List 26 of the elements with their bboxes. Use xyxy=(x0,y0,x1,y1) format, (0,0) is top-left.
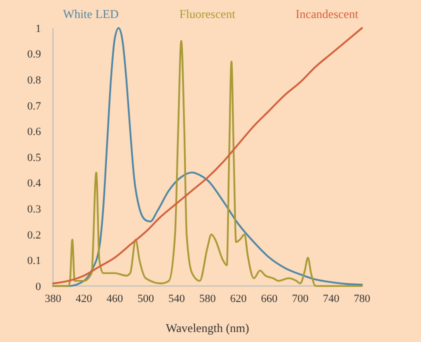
y-tick-label: 0.4 xyxy=(27,178,42,190)
x-tick-label: 740 xyxy=(322,293,340,305)
x-tick-label: 540 xyxy=(168,293,186,305)
y-tick-label: 0.7 xyxy=(27,100,42,112)
y-tick-label: 0.6 xyxy=(27,126,42,138)
y-tick-label: 0.9 xyxy=(27,48,42,61)
series-label: Fluorescent xyxy=(179,7,236,21)
series-label: Incandescent xyxy=(296,7,359,21)
y-tick-label: 0.8 xyxy=(27,74,42,86)
series-label: White LED xyxy=(63,7,119,21)
y-tick-label: 0.1 xyxy=(27,255,41,268)
x-tick-label: 420 xyxy=(76,293,93,305)
x-tick-label: 620 xyxy=(230,293,248,305)
x-tick-label: 460 xyxy=(106,293,124,305)
y-tick-label: 0.5 xyxy=(27,152,42,164)
y-tick-label: 0 xyxy=(36,280,42,293)
x-tick-label: 580 xyxy=(199,293,216,305)
y-tick-label: 1 xyxy=(36,22,41,35)
x-tick-label: 780 xyxy=(354,293,371,305)
x-tick-label: 660 xyxy=(261,293,278,305)
x-tick-label: 380 xyxy=(44,293,62,305)
x-tick-label: 500 xyxy=(137,293,154,305)
x-axis-title: Wavelength (nm) xyxy=(166,321,250,335)
y-tick-label: 0.2 xyxy=(27,229,41,242)
x-tick-label: 700 xyxy=(292,293,309,305)
y-tick-label: 0.3 xyxy=(27,203,42,216)
